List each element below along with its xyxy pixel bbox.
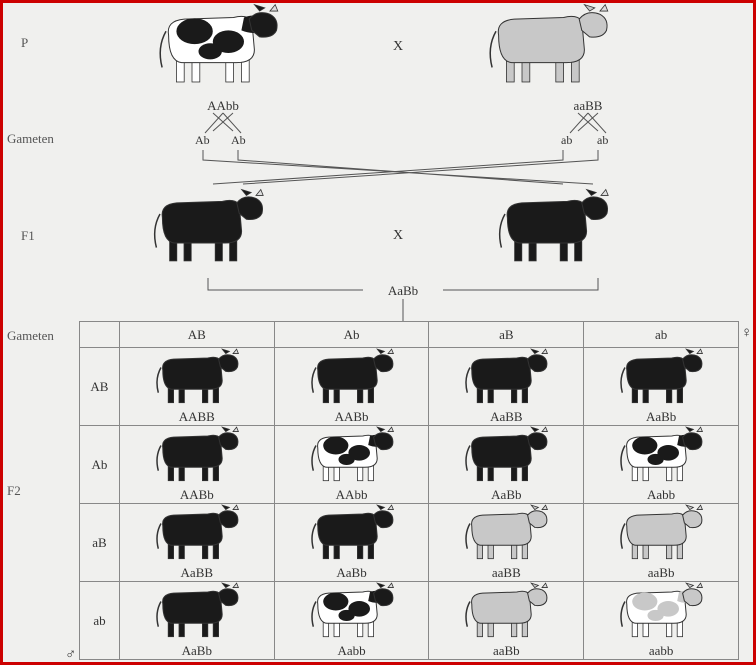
col-hdr-3: ab	[584, 322, 739, 348]
row-hdr-1: Ab	[80, 426, 120, 504]
cow-icon	[616, 504, 706, 564]
cow-icon	[616, 426, 706, 486]
p-to-f1-lines	[193, 148, 613, 188]
cow-icon	[152, 348, 242, 408]
cell-genotype: aaBB	[492, 565, 521, 581]
cell-genotype: AaBb	[491, 487, 521, 503]
cell-genotype: AABb	[335, 409, 369, 425]
punnett-cell-1-2: AaBb	[429, 426, 584, 504]
f1-genotype: AaBb	[373, 283, 433, 299]
p-left-gamete-0: Ab	[195, 133, 210, 148]
cell-genotype: AAbb	[336, 487, 368, 503]
label-p: P	[21, 35, 28, 51]
cow-icon	[307, 348, 397, 408]
p-left-gamete-1: Ab	[231, 133, 246, 148]
col-hdr-0: AB	[119, 322, 274, 348]
cell-genotype: AaBb	[646, 409, 676, 425]
cell-genotype: AABb	[180, 487, 214, 503]
cell-genotype: AABB	[179, 409, 215, 425]
cow-icon	[307, 426, 397, 486]
punnett-cell-3-3: aabb	[584, 582, 739, 660]
punnett-cell-2-2: aaBB	[429, 504, 584, 582]
male-symbol: ♂	[65, 647, 76, 664]
cow-icon	[152, 504, 242, 564]
label-f1: F1	[21, 228, 35, 244]
cow-icon	[307, 504, 397, 564]
cow-icon	[461, 426, 551, 486]
col-hdr-2: aB	[429, 322, 584, 348]
f1-right	[493, 188, 613, 267]
p-parent-right	[483, 3, 613, 89]
punnett-cell-3-2: aaBb	[429, 582, 584, 660]
f1-left	[148, 188, 268, 267]
punnett-cell-2-1: AaBb	[274, 504, 429, 582]
f1-cross: X	[393, 228, 403, 244]
cow-icon	[616, 582, 706, 642]
label-gameten-2: Gameten	[7, 328, 54, 344]
cell-genotype: aaBb	[493, 643, 520, 659]
p-right-gamete-0: ab	[561, 133, 572, 148]
cell-genotype: aaBb	[648, 565, 675, 581]
punnett-square: AB Ab aB ab AB AABB	[79, 321, 739, 660]
female-symbol: ♀	[741, 325, 752, 342]
label-gameten-1: Gameten	[7, 131, 54, 147]
row-hdr-2: aB	[80, 504, 120, 582]
punnett-corner	[80, 322, 120, 348]
punnett-cell-0-3: AaBb	[584, 348, 739, 426]
label-f2: F2	[7, 483, 21, 499]
punnett-cell-2-0: AaBB	[119, 504, 274, 582]
cell-genotype: AaBb	[182, 643, 212, 659]
cow-icon	[152, 426, 242, 486]
punnett-cell-2-3: aaBb	[584, 504, 739, 582]
punnett-cell-1-3: Aabb	[584, 426, 739, 504]
p-right-gamete-1: ab	[597, 133, 608, 148]
cow-icon	[616, 348, 706, 408]
cow-icon	[307, 582, 397, 642]
punnett-cell-1-1: AAbb	[274, 426, 429, 504]
punnett-cell-0-1: AABb	[274, 348, 429, 426]
cell-genotype: AaBB	[490, 409, 523, 425]
cell-genotype: Aabb	[337, 643, 365, 659]
punnett-cell-0-0: AABB	[119, 348, 274, 426]
p-cross: X	[393, 39, 403, 55]
p-parent-left	[153, 3, 283, 89]
cow-icon	[461, 582, 551, 642]
row-hdr-0: AB	[80, 348, 120, 426]
cell-genotype: AaBB	[181, 565, 214, 581]
punnett-cell-3-1: Aabb	[274, 582, 429, 660]
cell-genotype: aabb	[649, 643, 674, 659]
cow-icon	[152, 582, 242, 642]
cow-icon	[461, 348, 551, 408]
punnett-cell-3-0: AaBb	[119, 582, 274, 660]
cow-icon	[461, 504, 551, 564]
punnett-cell-0-2: AaBB	[429, 348, 584, 426]
col-hdr-1: Ab	[274, 322, 429, 348]
punnett-cell-1-0: AABb	[119, 426, 274, 504]
cell-genotype: AaBb	[336, 565, 366, 581]
f1-to-punnett	[401, 299, 405, 321]
row-hdr-3: ab	[80, 582, 120, 660]
cell-genotype: Aabb	[647, 487, 675, 503]
